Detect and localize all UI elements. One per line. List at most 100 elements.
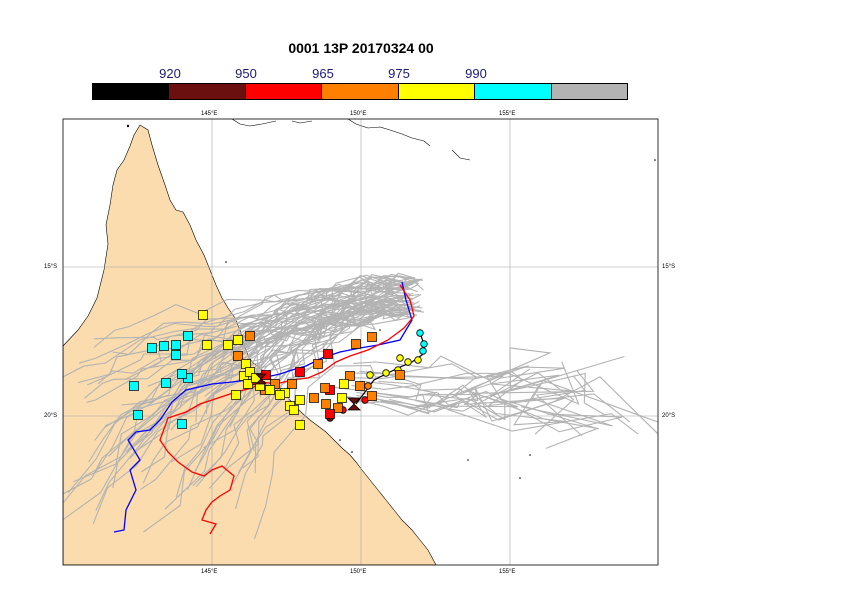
storm-symbol-icon: [255, 373, 267, 385]
ensemble-track: [353, 347, 625, 392]
ensemble-track: [338, 383, 583, 437]
forecast-position-marker: [233, 351, 243, 361]
storm-symbols: [255, 373, 361, 411]
forecast-position-marker: [202, 340, 212, 350]
new-guinea-coast: [231, 119, 471, 161]
storm-symbol-icon: [347, 397, 361, 411]
ensemble-track: [374, 376, 658, 435]
forecast-position-marker: [339, 379, 349, 389]
ensemble-track: [182, 293, 406, 403]
forecast-position-marker: [295, 395, 305, 405]
forecast-position-marker: [171, 350, 181, 360]
ensemble-track: [219, 281, 411, 373]
forecast-positions: [129, 310, 405, 430]
forecast-position-marker: [245, 367, 255, 377]
colorbar-segment-red: [245, 84, 323, 99]
forecast-position-marker: [159, 341, 169, 351]
colorbar-segment-yellow: [398, 84, 476, 99]
forecast-position-marker: [395, 370, 405, 380]
left-lat-tick-20s: 20°S: [44, 413, 58, 419]
forecast-position-marker: [245, 331, 255, 341]
ensemble-track: [208, 308, 420, 489]
ensemble-track: [253, 295, 411, 540]
forecast-position-marker: [345, 371, 355, 381]
colorbar-segment-cyan: [475, 84, 552, 99]
ensemble-tracks: [63, 272, 658, 540]
colorbar-segment-darkred: [169, 84, 246, 99]
ensemble-track: [142, 308, 406, 484]
right-lat-tick-15s: 15°S: [662, 264, 676, 270]
left-lat-tick-15s: 15°S: [44, 264, 58, 270]
bottom-lon-tick-145: 145°E: [201, 569, 218, 575]
ensemble-track: [356, 382, 566, 426]
ensemble-track: [356, 390, 623, 433]
forecast-position-marker: [333, 403, 343, 413]
ensemble-track: [254, 282, 411, 474]
forecast-position-marker: [309, 393, 319, 403]
forecast-position-marker: [133, 410, 143, 420]
forecast-position-marker: [243, 379, 253, 389]
forecast-position-marker: [351, 339, 361, 349]
forecast-position-marker: [275, 390, 285, 400]
blue-track: [113, 281, 413, 533]
forecast-position-marker: [325, 409, 335, 419]
forecast-position-marker: [295, 367, 305, 377]
ensemble-track: [84, 313, 412, 399]
ensemble-track: [112, 290, 401, 355]
ensemble-track: [351, 372, 575, 435]
ensemble-track: [378, 361, 580, 406]
ensemble-track: [93, 299, 402, 341]
pressure-colorbar: [92, 83, 628, 100]
forecast-position-marker: [265, 385, 275, 395]
ensemble-track: [151, 272, 416, 417]
ensemble-track: [140, 306, 418, 473]
ensemble-track: [234, 299, 420, 510]
colorbar-label-965: 965: [312, 66, 334, 81]
top-lon-tick-150: 150°E: [350, 111, 367, 117]
forecast-position-marker: [171, 340, 181, 350]
ensemble-track: [194, 304, 421, 472]
forecast-position-marker: [129, 381, 139, 391]
forecast-position-marker: [183, 331, 193, 341]
forecast-position-marker: [231, 390, 241, 400]
forecast-position-marker: [241, 359, 251, 369]
ensemble-track: [125, 273, 403, 453]
forecast-position-marker: [313, 359, 323, 369]
forecast-position-marker: [161, 378, 171, 388]
forecast-position-marker: [320, 383, 330, 393]
ensemble-track: [347, 396, 639, 435]
forecast-position-marker: [295, 420, 305, 430]
colorbar-label-950: 950: [235, 66, 257, 81]
forecast-position-marker: [289, 405, 299, 415]
forecast-position-marker: [177, 419, 187, 429]
top-lon-tick-145: 145°E: [201, 111, 218, 117]
ensemble-track: [129, 291, 410, 459]
colorbar-label-975: 975: [388, 66, 410, 81]
ensemble-track: [205, 275, 416, 415]
forecast-position-marker: [287, 379, 297, 389]
forecast-position-marker: [367, 332, 377, 342]
forecast-position-marker: [270, 379, 280, 389]
colorbar-label-990: 990: [465, 66, 487, 81]
forecast-position-marker: [198, 310, 208, 320]
forecast-position-marker: [321, 399, 331, 409]
forecast-position-marker: [223, 340, 233, 350]
bottom-lon-tick-150: 150°E: [350, 569, 367, 575]
forecast-position-marker: [367, 391, 377, 401]
colorbar-segment-grey: [551, 84, 627, 99]
colorbar-segment-black: [93, 84, 170, 99]
forecast-position-marker: [337, 393, 347, 403]
map-frame: [62, 118, 659, 566]
colorbar-label-920: 920: [159, 66, 181, 81]
right-lat-tick-20s: 20°S: [662, 413, 676, 419]
top-lon-tick-155: 155°E: [499, 111, 516, 117]
ensemble-track: [345, 368, 560, 397]
bottom-lon-tick-155: 155°E: [499, 569, 516, 575]
forecast-position-marker: [177, 369, 187, 379]
forecast-position-marker: [147, 343, 157, 353]
colorbar-segment-orange: [322, 84, 399, 99]
ensemble-track: [242, 281, 424, 469]
chart-title: 0001 13P 20170324 00: [288, 40, 434, 56]
forecast-position-marker: [355, 381, 365, 391]
